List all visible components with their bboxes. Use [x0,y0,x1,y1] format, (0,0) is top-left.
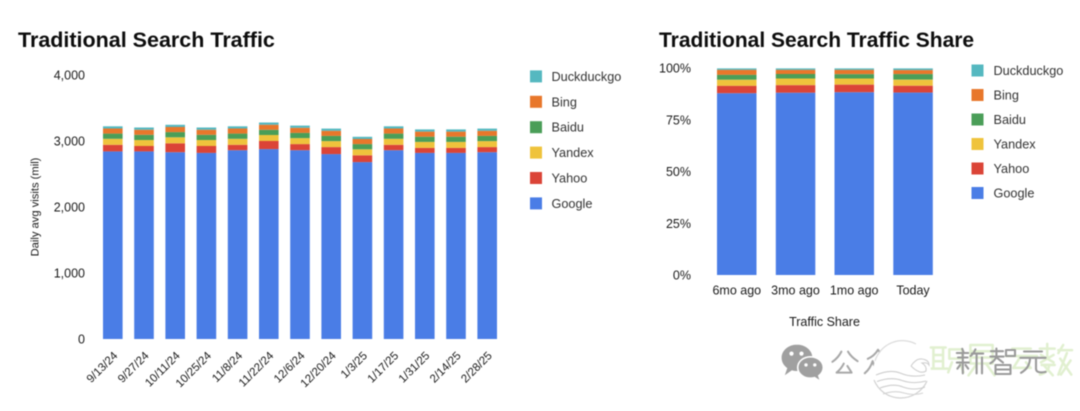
svg-text:Google: Google [552,197,593,211]
svg-text:4,000: 4,000 [54,68,85,82]
svg-text:Traditional Search Traffic: Traditional Search Traffic [18,28,275,52]
svg-text:Yandex: Yandex [552,146,595,160]
svg-text:1mo ago: 1mo ago [830,283,879,297]
svg-text:Yahoo: Yahoo [552,172,588,186]
svg-text:0%: 0% [673,269,691,283]
svg-text:Duckduckgo: Duckduckgo [552,70,622,84]
svg-text:Yahoo: Yahoo [994,162,1030,176]
svg-text:Bing: Bing [552,95,577,109]
svg-text:Daily avg visits (mil): Daily avg visits (mil) [30,157,42,256]
svg-text:3,000: 3,000 [54,134,85,148]
svg-text:Baidu: Baidu [552,121,584,135]
svg-text:50%: 50% [666,165,691,179]
svg-text:Traffic Share: Traffic Share [789,315,860,329]
svg-text:6mo ago: 6mo ago [712,283,761,297]
svg-text:1,000: 1,000 [54,266,85,280]
svg-text:25%: 25% [666,217,691,231]
svg-text:Yandex: Yandex [994,138,1037,152]
svg-text:Today: Today [896,283,930,297]
svg-text:Traditional Search Traffic Sha: Traditional Search Traffic Share [659,29,974,52]
svg-text:Duckduckgo: Duckduckgo [994,64,1064,78]
svg-text:Bing: Bing [994,89,1019,103]
svg-text:3mo ago: 3mo ago [771,283,820,297]
svg-text:Baidu: Baidu [994,113,1026,127]
svg-text:100%: 100% [659,62,691,76]
svg-text:75%: 75% [666,113,691,127]
svg-text:2,000: 2,000 [54,200,85,214]
svg-text:Google: Google [994,187,1035,201]
svg-text:0: 0 [78,332,85,346]
